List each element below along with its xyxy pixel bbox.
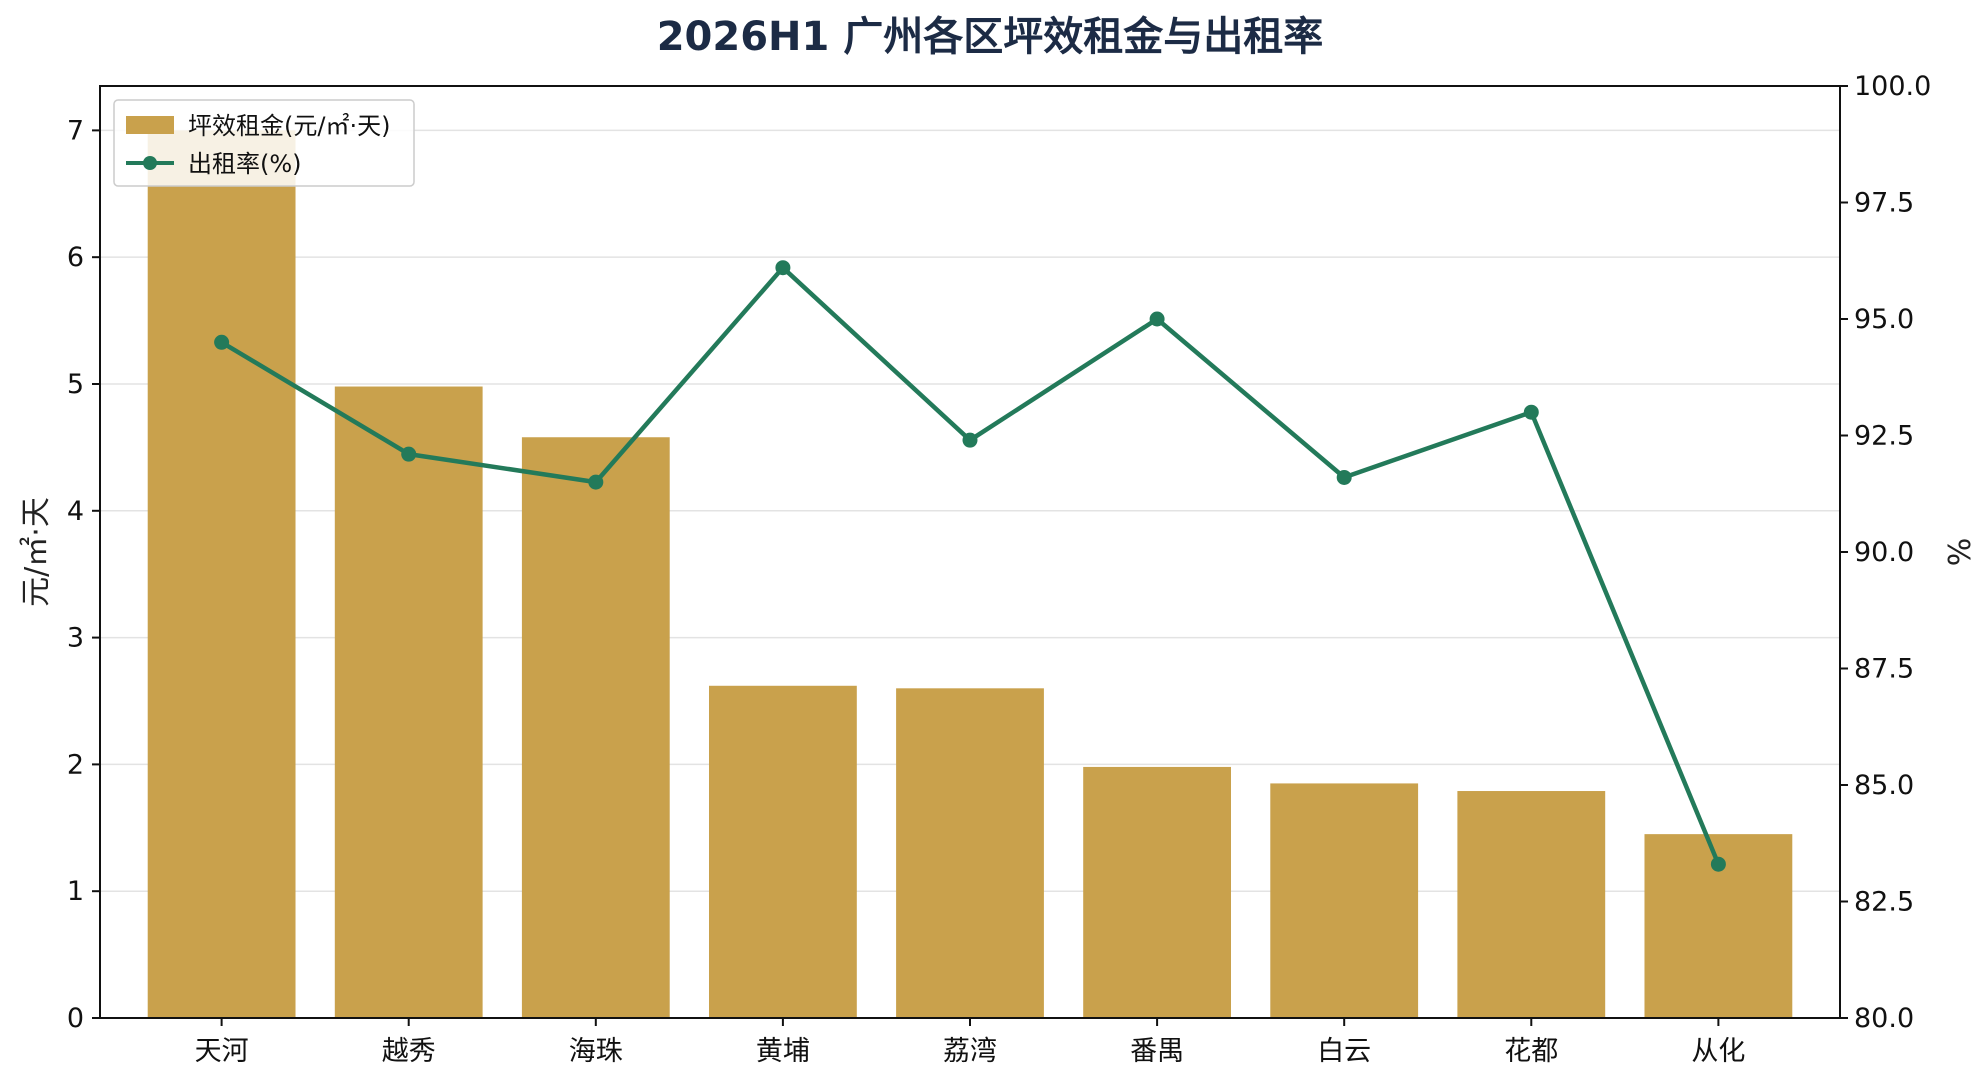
- x-tick-label: 海珠: [569, 1036, 623, 1067]
- bar: [147, 130, 296, 1018]
- right-tick-label: 87.5: [1854, 654, 1914, 685]
- bar: [896, 688, 1044, 1018]
- left-tick-label: 3: [67, 623, 84, 654]
- x-tick-label: 花都: [1504, 1036, 1558, 1067]
- x-tick-label: 荔湾: [943, 1036, 997, 1067]
- line-point: [401, 446, 417, 462]
- right-tick-label: 82.5: [1854, 887, 1914, 918]
- legend: 坪效租金(元/㎡·天) 出租率(%): [113, 99, 415, 187]
- x-axis: 天河 越秀 海珠 黄埔 荔湾 番禺 白云 花都 从化: [195, 1018, 1745, 1067]
- x-tick-label: 黄埔: [756, 1036, 810, 1067]
- legend-bar-swatch: [126, 116, 174, 134]
- line-point: [1149, 311, 1165, 327]
- left-tick-label: 0: [67, 1003, 84, 1034]
- right-tick-label: 90.0: [1854, 537, 1914, 568]
- bar-series: [147, 130, 1793, 1018]
- line-point: [1336, 469, 1352, 485]
- left-axis-label: 元/㎡·天: [19, 497, 54, 607]
- bar: [334, 386, 483, 1018]
- left-y-axis: 0 1 2 3 4 5 6 7: [67, 115, 100, 1034]
- chart-title: 2026H1 广州各区坪效租金与出租率: [657, 14, 1324, 60]
- left-tick-label: 4: [67, 496, 84, 527]
- x-tick-label: 白云: [1317, 1036, 1371, 1067]
- bar: [709, 685, 857, 1018]
- x-tick-label: 番禺: [1130, 1036, 1184, 1067]
- line-point: [962, 432, 978, 448]
- x-tick-label: 天河: [195, 1036, 249, 1067]
- line-point: [214, 334, 230, 350]
- left-tick-label: 6: [67, 242, 84, 273]
- bar: [1457, 791, 1606, 1018]
- legend-bar-label: 坪效租金(元/㎡·天): [188, 112, 390, 140]
- right-tick-label: 97.5: [1854, 188, 1914, 219]
- x-tick-label: 从化: [1691, 1036, 1745, 1067]
- right-axis-label: %: [1940, 538, 1975, 567]
- line-point: [588, 474, 604, 490]
- right-tick-label: 95.0: [1854, 304, 1914, 335]
- line-point: [775, 260, 791, 276]
- bar: [521, 437, 670, 1018]
- left-tick-label: 7: [67, 115, 84, 146]
- line-point: [1710, 856, 1726, 872]
- left-tick-label: 1: [67, 876, 84, 907]
- right-tick-label: 100.0: [1854, 71, 1931, 102]
- right-tick-label: 92.5: [1854, 421, 1914, 452]
- right-tick-label: 80.0: [1854, 1003, 1914, 1034]
- line-point: [1523, 404, 1539, 420]
- legend-line-marker: [143, 156, 157, 170]
- right-y-axis: 80.0 82.5 85.0 87.5 90.0 92.5 95.0 97.5 100.0: [1840, 71, 1931, 1034]
- legend-box: [113, 99, 415, 187]
- right-tick-label: 85.0: [1854, 770, 1914, 801]
- bar: [1270, 783, 1419, 1018]
- left-tick-label: 5: [67, 369, 84, 400]
- left-tick-label: 2: [67, 749, 84, 780]
- x-tick-label: 越秀: [382, 1036, 436, 1067]
- bar: [1083, 766, 1231, 1018]
- line-series: [214, 260, 1726, 872]
- legend-line-label: 出租率(%): [188, 150, 302, 178]
